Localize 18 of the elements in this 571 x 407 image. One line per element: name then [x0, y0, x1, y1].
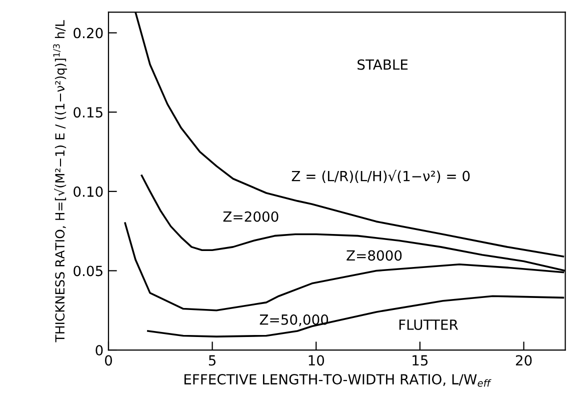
- x-tick-label: 5: [208, 355, 216, 366]
- y-axis-title: THICKNESS RATIO, H=[√(M²−1) E / ((1−ν²)q)]$^{1/3}$ h/L: [53, 20, 68, 342]
- series-label: Z=50,000: [260, 314, 328, 326]
- y-tick-label: 0.10: [74, 186, 103, 197]
- annotation: FLUTTER: [399, 320, 458, 330]
- series-label: Z = (L/R)(L/H)√(1−ν²) = 0: [292, 170, 470, 183]
- series-label: Z=8000: [346, 250, 402, 261]
- x-axis-title: EFFECTIVE LENGTH-TO-WIDTH RATIO, L/W$_{eff}$: [184, 374, 492, 387]
- y-tick-label: 0.15: [74, 107, 102, 118]
- x-tick-label: 10: [308, 355, 324, 366]
- y-tick-label: 0.05: [74, 266, 102, 276]
- annotation: STABLE: [358, 59, 408, 70]
- x-tick-label: 20: [516, 355, 532, 366]
- y-tick-label: 0.20: [74, 28, 103, 38]
- y-tick-label: 0: [96, 344, 103, 356]
- series-label: Z=2000: [223, 211, 278, 222]
- x-tick-label: 0: [104, 355, 112, 366]
- x-tick-label: 15: [412, 355, 428, 366]
